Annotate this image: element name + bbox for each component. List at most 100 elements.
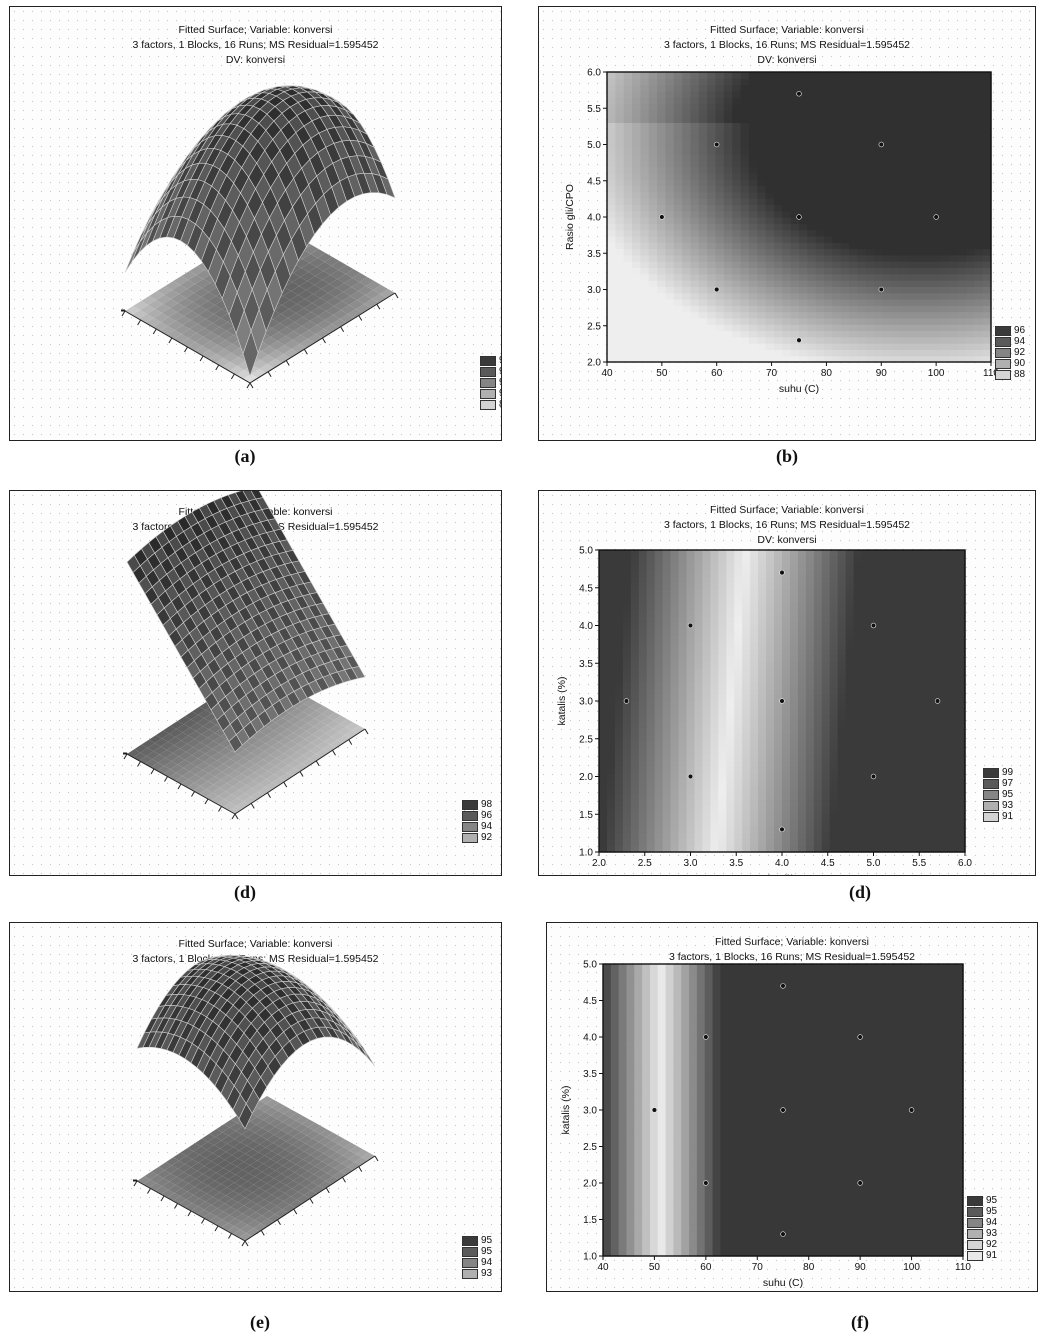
contour-cell [940,204,950,212]
contour-cell [623,317,633,325]
contour-cell [638,753,648,761]
contour-cell [797,563,807,571]
contour-cell [654,589,664,597]
contour-cell [750,845,759,853]
contour-fill [607,72,992,363]
contour-cell [606,733,616,741]
contour-cell [857,311,867,319]
contour-cell [732,336,742,344]
contour-cell [710,838,719,847]
contour-cell [726,733,735,741]
contour-cell [824,147,833,155]
contour-cell [607,248,616,256]
contour-cell [840,172,850,180]
contour-cell [662,655,672,663]
contour-cell [782,317,792,325]
floor-cell [309,258,325,267]
contour-cell [924,72,934,79]
legend-swatch [462,810,478,821]
contour-cell [874,324,884,332]
contour-cell [965,103,975,111]
contour-cell [740,324,750,332]
contour-cell [799,128,808,136]
contour-cell [607,78,616,86]
contour-cell [742,595,751,604]
contour-cell [640,198,650,205]
contour-cell [821,746,831,755]
contour-cell [982,298,992,306]
floor-cell [284,282,300,291]
contour-cell [640,147,650,155]
y-tick-label: 2.0 [587,358,601,369]
contour-cell [824,330,833,338]
contour-cell [726,832,735,840]
contour-cell [665,204,675,212]
contour-cell [707,135,717,142]
floor-cell [201,292,217,301]
contour-cell [718,628,727,636]
contour-cell [932,204,942,212]
contour-cell [615,116,625,124]
contour-cell [940,280,950,287]
contour-cell [673,103,683,111]
contour-cell [632,324,641,332]
contour-cell [829,766,839,774]
contour-cell [807,116,817,124]
contour-cell [882,90,892,98]
floor-cell [233,773,248,782]
contour-cell [865,72,875,79]
contour-cell [949,324,959,332]
contour-cell [657,109,667,117]
contour-cell [707,141,717,149]
contour-cell [682,261,692,269]
contour-cell [710,609,719,617]
contour-cell [849,172,859,180]
contour-cell [797,838,807,847]
contour-cell [707,128,717,136]
contour-cell [799,122,808,130]
contour-cell [840,191,850,199]
contour-cell [765,217,775,224]
surface-plot-c [123,491,369,820]
contour-cell [766,668,775,676]
contour-cell [623,103,633,111]
contour-cell [630,648,640,656]
contour-cell [805,714,815,722]
contour-cell [742,622,751,630]
contour-cell [670,714,680,722]
contour-cell [657,305,667,313]
contour-cell [623,204,633,212]
contour-cell [982,109,992,117]
contour-cell [797,733,807,741]
contour-cell [707,78,717,86]
contour-cell [646,589,656,597]
contour-cell [734,760,743,768]
contour-cell [748,242,758,250]
contour-cell [662,589,672,597]
contour-cell [646,655,656,663]
contour-cell [874,204,884,212]
contour-cell [805,825,815,833]
contour-cell [907,103,917,111]
contour-cell [673,109,683,117]
contour-cell [949,311,959,319]
floor-cell [196,328,212,337]
contour-cell [915,235,925,243]
contour-cell [865,267,875,275]
contour-cell [718,753,727,761]
contour-cell [890,317,900,325]
floor-cell [290,744,304,753]
contour-cell [815,128,825,136]
contour-cell [748,324,758,332]
contour-cell [790,324,800,332]
contour-cell [797,779,807,787]
contour-cell [799,103,808,111]
contour-cell [915,317,925,325]
floor-cell [221,767,236,776]
contour-cell [742,661,751,669]
contour-cell [599,838,608,847]
contour-cell [630,746,640,755]
contour-cell [974,343,984,350]
contour-cell [640,349,650,357]
contour-cell [789,582,799,590]
